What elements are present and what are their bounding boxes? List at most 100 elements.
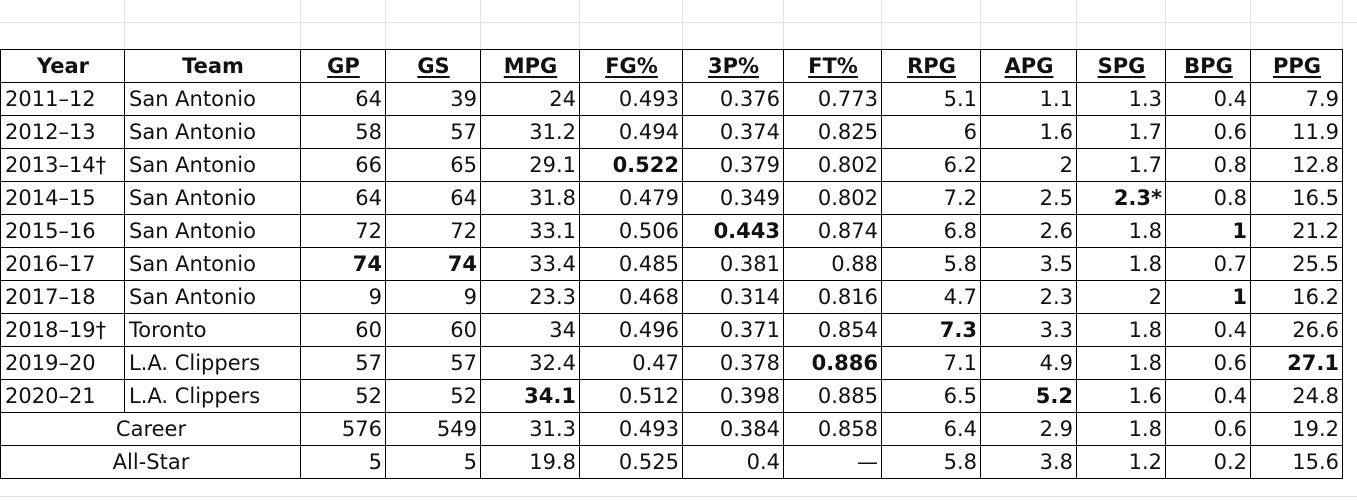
- cell-summary-label: All-Star: [0, 445, 301, 479]
- cell-ft-pct: 0.88: [783, 247, 882, 281]
- cell-3p-pct: 0.379: [682, 148, 784, 182]
- cell-rpg: 5.8: [881, 247, 981, 281]
- cell-year: 2014–15: [0, 181, 125, 215]
- header-bpg: BPG: [1165, 49, 1251, 83]
- cell-3p-pct: 0.349: [682, 181, 784, 215]
- header-gs: GS: [385, 49, 481, 83]
- cell-ft-pct: 0.816: [783, 280, 882, 314]
- cell-ft-pct: 0.874: [783, 214, 882, 248]
- cell-rpg: 4.7: [881, 280, 981, 314]
- cell-3p-pct: 0.443: [682, 214, 784, 248]
- cell-gs: 60: [385, 313, 481, 347]
- cell-apg: 3.8: [980, 445, 1077, 479]
- cell-bpg: 0.4: [1165, 379, 1251, 413]
- cell-spg: 1.8: [1076, 313, 1166, 347]
- cell-spg: 1.8: [1076, 346, 1166, 380]
- header-3p-pct: 3P%: [682, 49, 784, 83]
- header-gp: GP: [300, 49, 386, 83]
- cell-fg-pct: 0.493: [579, 82, 683, 116]
- summary-row: Career 576 549 31.3 0.493 0.384 0.858 6.4 2.9 1.8…: [0, 412, 1343, 446]
- cell-team: San Antonio: [124, 247, 301, 281]
- cell-mpg: 19.8: [480, 445, 580, 479]
- cell-bpg: 0.8: [1165, 148, 1251, 182]
- cell-mpg: 31.3: [480, 412, 580, 446]
- cell-year: 2015–16: [0, 214, 125, 248]
- cell-ft-pct: 0.858: [783, 412, 882, 446]
- cell-3p-pct: 0.376: [682, 82, 784, 116]
- cell-gp: 576: [300, 412, 386, 446]
- cell-year: 2011–12: [0, 82, 125, 116]
- cell-year: 2018–19†: [0, 313, 125, 347]
- cell-gs: 549: [385, 412, 481, 446]
- cell-3p-pct: 0.381: [682, 247, 784, 281]
- cell-ft-pct: 0.825: [783, 115, 882, 149]
- cell-bpg: 0.4: [1165, 313, 1251, 347]
- cell-team: L.A. Clippers: [124, 346, 301, 380]
- cell-apg: 2.6: [980, 214, 1077, 248]
- header-mpg: MPG: [480, 49, 580, 83]
- cell-gs: 72: [385, 214, 481, 248]
- cell-spg: 1.6: [1076, 379, 1166, 413]
- cell-fg-pct: 0.496: [579, 313, 683, 347]
- cell-spg: 1.7: [1076, 115, 1166, 149]
- cell-team: San Antonio: [124, 148, 301, 182]
- cell-gp: 74: [300, 247, 386, 281]
- cell-gp: 58: [300, 115, 386, 149]
- cell-fg-pct: 0.485: [579, 247, 683, 281]
- cell-year: 2020–21: [0, 379, 125, 413]
- header-spg: SPG: [1076, 49, 1166, 83]
- cell-year: 2016–17: [0, 247, 125, 281]
- cell-ft-pct: —: [783, 445, 882, 479]
- cell-ppg: 24.8: [1250, 379, 1343, 413]
- cell-fg-pct: 0.494: [579, 115, 683, 149]
- cell-mpg: 24: [480, 82, 580, 116]
- header-year: Year: [0, 49, 125, 83]
- cell-mpg: 29.1: [480, 148, 580, 182]
- cell-summary-label: Career: [0, 412, 301, 446]
- cell-gp: 66: [300, 148, 386, 182]
- cell-rpg: 7.1: [881, 346, 981, 380]
- cell-gs: 5: [385, 445, 481, 479]
- cell-gs: 52: [385, 379, 481, 413]
- cell-ft-pct: 0.802: [783, 181, 882, 215]
- cell-rpg: 7.3: [881, 313, 981, 347]
- cell-mpg: 33.4: [480, 247, 580, 281]
- cell-3p-pct: 0.374: [682, 115, 784, 149]
- cell-bpg: 1: [1165, 214, 1251, 248]
- cell-team: San Antonio: [124, 280, 301, 314]
- table-row: 2020–21 L.A. Clippers 52 52 34.1 0.512 0.398 0.…: [0, 379, 1343, 413]
- cell-apg: 1.6: [980, 115, 1077, 149]
- cell-mpg: 33.1: [480, 214, 580, 248]
- cell-rpg: 6.5: [881, 379, 981, 413]
- header-rpg: RPG: [881, 49, 981, 83]
- table-row: 2011–12 San Antonio 64 39 24 0.493 0.376 0.773 5…: [0, 82, 1343, 116]
- cell-ft-pct: 0.773: [783, 82, 882, 116]
- cell-apg: 3.3: [980, 313, 1077, 347]
- cell-bpg: 0.7: [1165, 247, 1251, 281]
- cell-ppg: 16.2: [1250, 280, 1343, 314]
- cell-ppg: 15.6: [1250, 445, 1343, 479]
- cell-spg: 1.8: [1076, 214, 1166, 248]
- header-ppg: PPG: [1250, 49, 1343, 83]
- cell-team: Toronto: [124, 313, 301, 347]
- cell-gp: 9: [300, 280, 386, 314]
- cell-fg-pct: 0.525: [579, 445, 683, 479]
- cell-apg: 4.9: [980, 346, 1077, 380]
- cell-3p-pct: 0.398: [682, 379, 784, 413]
- cell-spg: 2: [1076, 280, 1166, 314]
- cell-apg: 2.9: [980, 412, 1077, 446]
- cell-fg-pct: 0.493: [579, 412, 683, 446]
- cell-gs: 39: [385, 82, 481, 116]
- cell-bpg: 0.6: [1165, 412, 1251, 446]
- header-apg: APG: [980, 49, 1077, 83]
- table-row: 2017–18 San Antonio 9 9 23.3 0.468 0.314 0.816 4…: [0, 280, 1343, 314]
- cell-rpg: 6.8: [881, 214, 981, 248]
- cell-ppg: 27.1: [1250, 346, 1343, 380]
- cell-rpg: 5.8: [881, 445, 981, 479]
- cell-rpg: 6.4: [881, 412, 981, 446]
- cell-year: 2013–14†: [0, 148, 125, 182]
- cell-bpg: 0.6: [1165, 115, 1251, 149]
- cell-gp: 64: [300, 181, 386, 215]
- cell-gp: 60: [300, 313, 386, 347]
